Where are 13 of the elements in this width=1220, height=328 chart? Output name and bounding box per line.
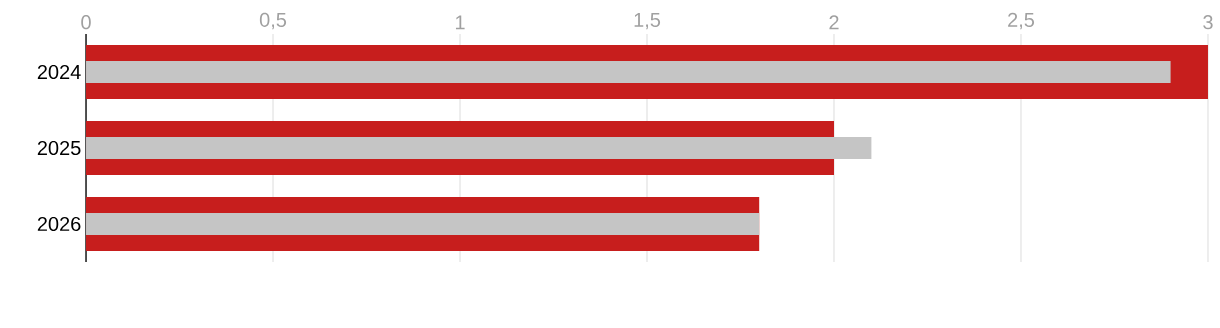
x-tick-label: 0,5	[259, 12, 287, 30]
x-tick-label: 2	[829, 15, 839, 30]
bar	[86, 136, 872, 159]
y-tick-label: 2025	[37, 140, 81, 156]
x-tick-label: 1,5	[634, 12, 661, 30]
x-tick-label: 0	[81, 15, 91, 30]
bar	[86, 212, 760, 235]
x-tick-label: 3	[1203, 15, 1213, 30]
x-tick-label: 1	[455, 15, 465, 30]
bar	[86, 61, 1171, 83]
y-tick-label: 2024	[37, 64, 81, 80]
y-tick-label: 2026	[37, 216, 81, 232]
x-tick-label: 2,5	[1008, 12, 1035, 30]
